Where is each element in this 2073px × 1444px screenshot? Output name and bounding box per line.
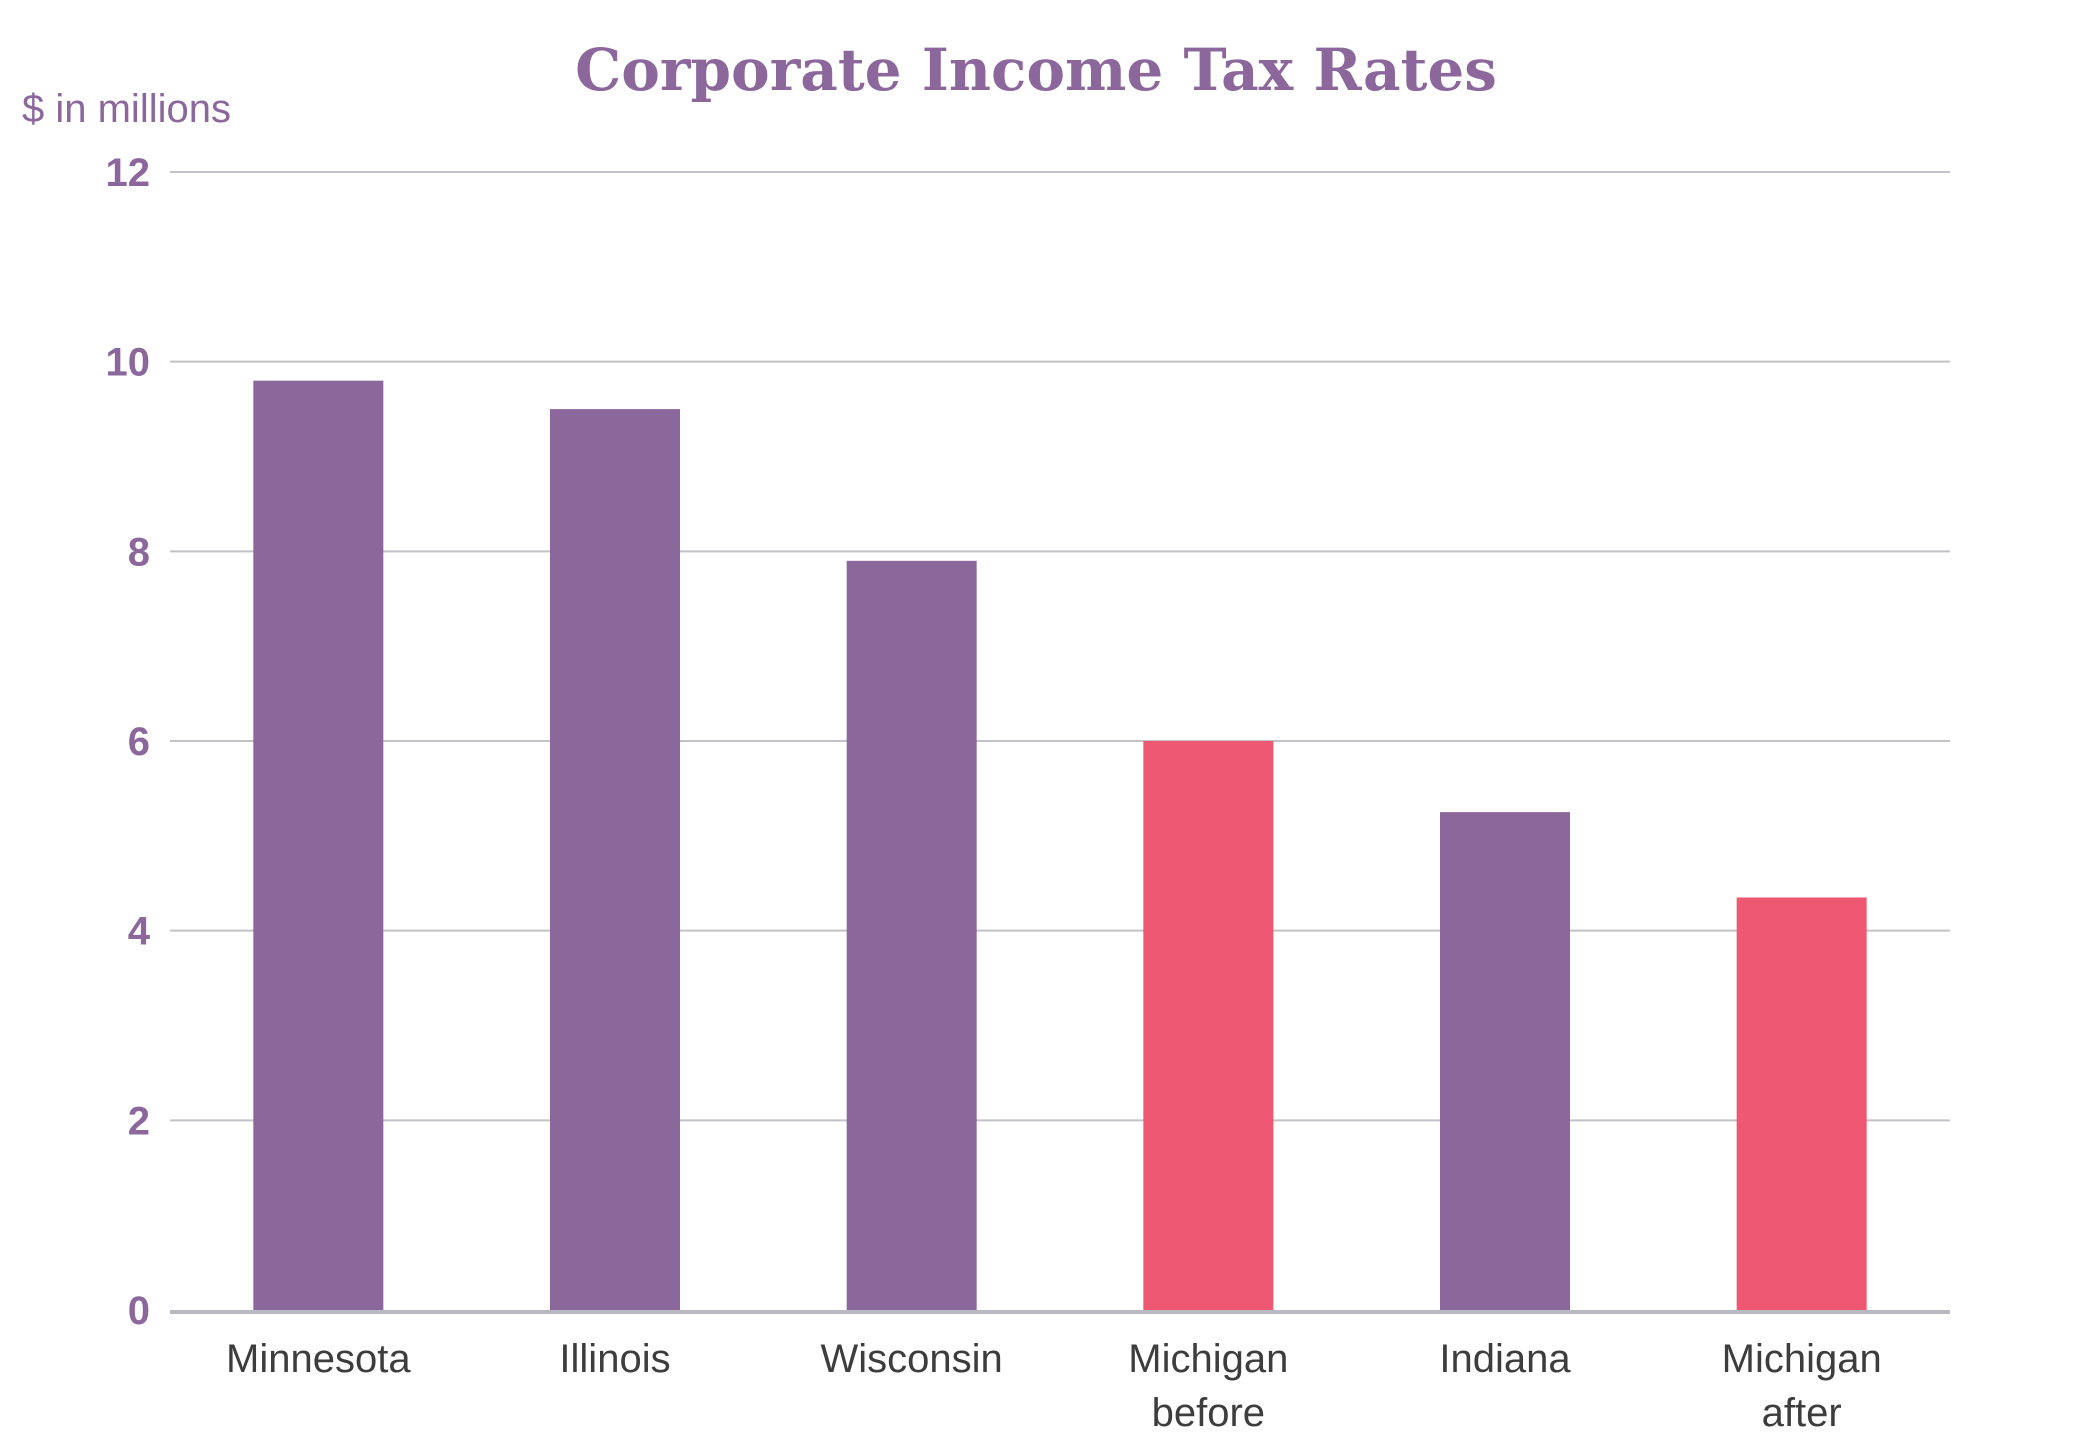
x-category-label: Indiana — [1439, 1337, 1571, 1381]
y-tick-label: 12 — [106, 151, 151, 195]
bar — [1143, 741, 1274, 1310]
x-category-label: Illinois — [559, 1337, 670, 1381]
x-category-label: Minnesota — [226, 1337, 411, 1381]
y-tick-label: 0 — [128, 1289, 150, 1333]
chart-title: Corporate Income Tax Rates — [575, 36, 1497, 104]
x-category-label: after — [1762, 1391, 1842, 1435]
bar — [846, 560, 977, 1310]
y-axis-unit-label: $ in millions — [22, 87, 231, 131]
y-axis-ticks: 0 2 4 6 8 10 12 — [106, 151, 151, 1333]
x-axis-category-labels: Minnesota Illinois Wisconsin Michigan before… — [226, 1337, 1882, 1435]
bars — [253, 380, 1867, 1311]
y-tick-label: 6 — [128, 720, 150, 764]
x-category-label: Wisconsin — [821, 1337, 1003, 1381]
x-category-label: before — [1152, 1391, 1265, 1435]
y-tick-label: 2 — [128, 1099, 150, 1143]
x-category-label: Michigan — [1722, 1337, 1882, 1381]
x-category-label: Michigan — [1128, 1337, 1288, 1381]
gridlines — [170, 171, 1950, 1122]
bar — [1440, 812, 1570, 1310]
y-tick-label: 8 — [128, 530, 150, 574]
bar — [1736, 897, 1867, 1310]
bar — [253, 380, 384, 1311]
y-tick-label: 10 — [106, 341, 151, 385]
bar — [550, 409, 680, 1310]
y-tick-label: 4 — [128, 910, 151, 954]
